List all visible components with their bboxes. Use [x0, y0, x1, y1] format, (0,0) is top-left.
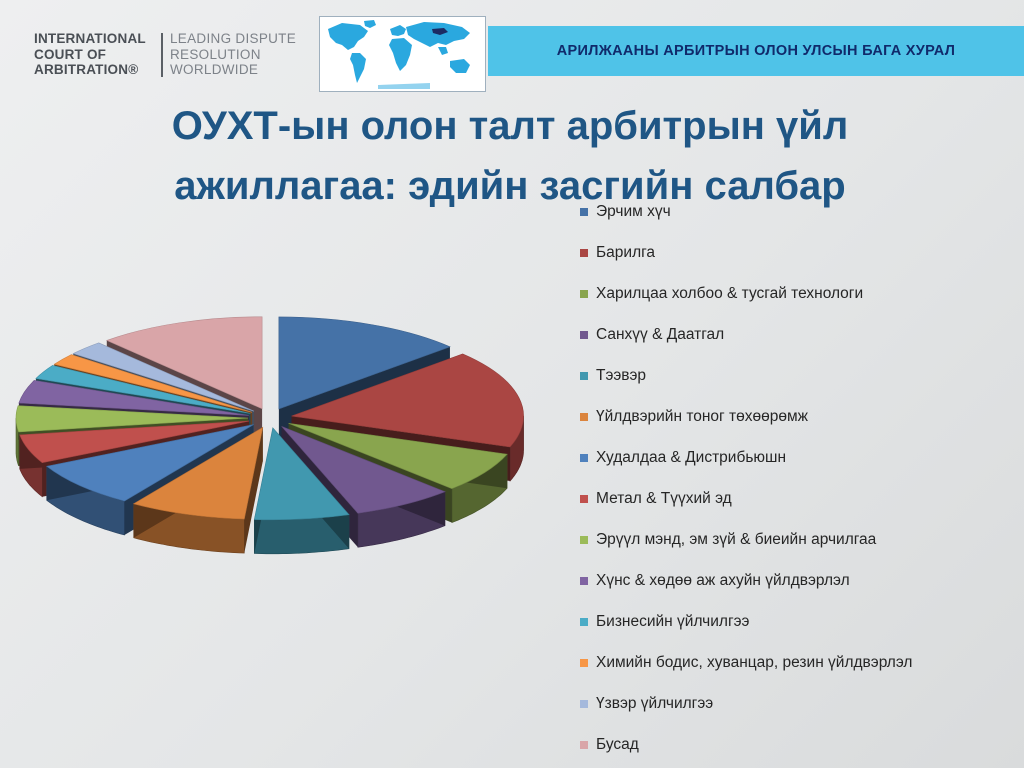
- slice-top-face: [18, 380, 249, 416]
- pie-slice: [132, 426, 264, 554]
- slice-top-face: [35, 365, 251, 414]
- legend-swatch: [580, 372, 588, 380]
- legend-item: Бусад: [580, 733, 639, 757]
- legend-label: Худалдаа & Дистрибьюшн: [596, 449, 787, 466]
- legend-label: Харилцаа холбоо & тусгай технологи: [596, 285, 864, 302]
- logo-divider: [161, 33, 163, 77]
- legend-item: Метал & Түүхий эд: [580, 487, 732, 511]
- slice-top-face: [15, 405, 249, 433]
- legend-swatch: [580, 618, 588, 626]
- legend-label: Эрүүл мэнд, эм зүй & биеийн арчилгаа: [596, 531, 877, 548]
- legend-label: Метал & Түүхий эд: [596, 490, 732, 507]
- legend-item: Химийн бодис, хуванцар, резин үйлдвэрлэл: [580, 651, 912, 675]
- slice-top-face: [105, 316, 263, 410]
- legend-label: Бусад: [596, 736, 639, 753]
- slice-top-face: [253, 427, 350, 521]
- legend-item: Үзвэр үйлчилгээ: [580, 692, 713, 716]
- legend-item: Тээвэр: [580, 364, 646, 388]
- conference-banner: АРИЛЖААНЫ АРБИТРЫН ОЛОН УЛСЫН БАГА ХУРАЛ: [488, 26, 1024, 76]
- slice-top-face: [291, 353, 524, 448]
- slice-top-face: [132, 426, 264, 520]
- slice-top-face: [19, 420, 250, 464]
- legend-item: Үйлдвэрийн тоног төхөөрөмж: [580, 405, 808, 429]
- page-title: ОУХТ-ын олон талт арбитрын үйл ажиллагаа…: [171, 104, 849, 208]
- legend-swatch: [580, 413, 588, 421]
- slice-top-face: [281, 426, 446, 514]
- legend-swatch: [580, 290, 588, 298]
- slice-top-face: [46, 424, 254, 502]
- slice-top-face: [72, 342, 255, 412]
- legend-item: Санхүү & Даатгал: [580, 323, 724, 347]
- legend-label: Эрчим хүч: [596, 203, 671, 220]
- logo-name-text: INTERNATIONAL COURT OF ARBITRATION®: [34, 31, 146, 77]
- legend-item: Хүнс & хөдөө аж ахуйн үйлдвэрлэл: [580, 569, 850, 593]
- legend-swatch: [580, 741, 588, 749]
- legend-label: Химийн бодис, хуванцар, резин үйлдвэрлэл: [596, 654, 913, 671]
- legend-label: Тээвэр: [596, 367, 647, 384]
- legend-item: Барилга: [580, 241, 655, 265]
- legend-item: Худалдаа & Дистрибьюшн: [580, 446, 786, 470]
- legend-swatch: [580, 495, 588, 503]
- legend-swatch: [580, 659, 588, 667]
- logo-tagline-text: LEADING DISPUTE RESOLUTION WORLDWIDE: [170, 31, 297, 77]
- legend-item: Эрүүл мэнд, эм зүй & биеийн арчилгаа: [580, 528, 876, 552]
- legend-swatch: [580, 331, 588, 339]
- legend-label: Үйлдвэрийн тоног төхөөрөмж: [596, 408, 808, 425]
- legend-item: Эрчим хүч: [580, 200, 671, 224]
- legend-item: Бизнесийн үйлчилгээ: [580, 610, 749, 634]
- icc-logo: INTERNATIONAL COURT OF ARBITRATION® LEAD…: [34, 31, 314, 81]
- legend-swatch: [580, 208, 588, 216]
- legend-swatch: [580, 536, 588, 544]
- legend-label: Барилга: [596, 244, 656, 261]
- pie-slice: [253, 427, 350, 555]
- slice-top-face: [53, 354, 253, 413]
- legend-swatch: [580, 249, 588, 257]
- slice-top-face: [288, 423, 508, 489]
- legend-swatch: [580, 700, 588, 708]
- legend-item: Харилцаа холбоо & тусгай технологи: [580, 282, 863, 306]
- legend-label: Хүнс & хөдөө аж ахуйн үйлдвэрлэл: [596, 572, 850, 589]
- legend-label: Бизнесийн үйлчилгээ: [596, 613, 750, 630]
- legend-label: Санхүү & Даатгал: [596, 326, 725, 343]
- legend-swatch: [580, 577, 588, 585]
- pie-chart: [15, 316, 524, 555]
- world-map-image: [319, 16, 486, 92]
- slice-top-face: [278, 316, 451, 410]
- banner-text: АРИЛЖААНЫ АРБИТРЫН ОЛОН УЛСЫН БАГА ХУРАЛ: [556, 43, 956, 59]
- legend-label: Үзвэр үйлчилгээ: [596, 695, 714, 712]
- legend-swatch: [580, 454, 588, 462]
